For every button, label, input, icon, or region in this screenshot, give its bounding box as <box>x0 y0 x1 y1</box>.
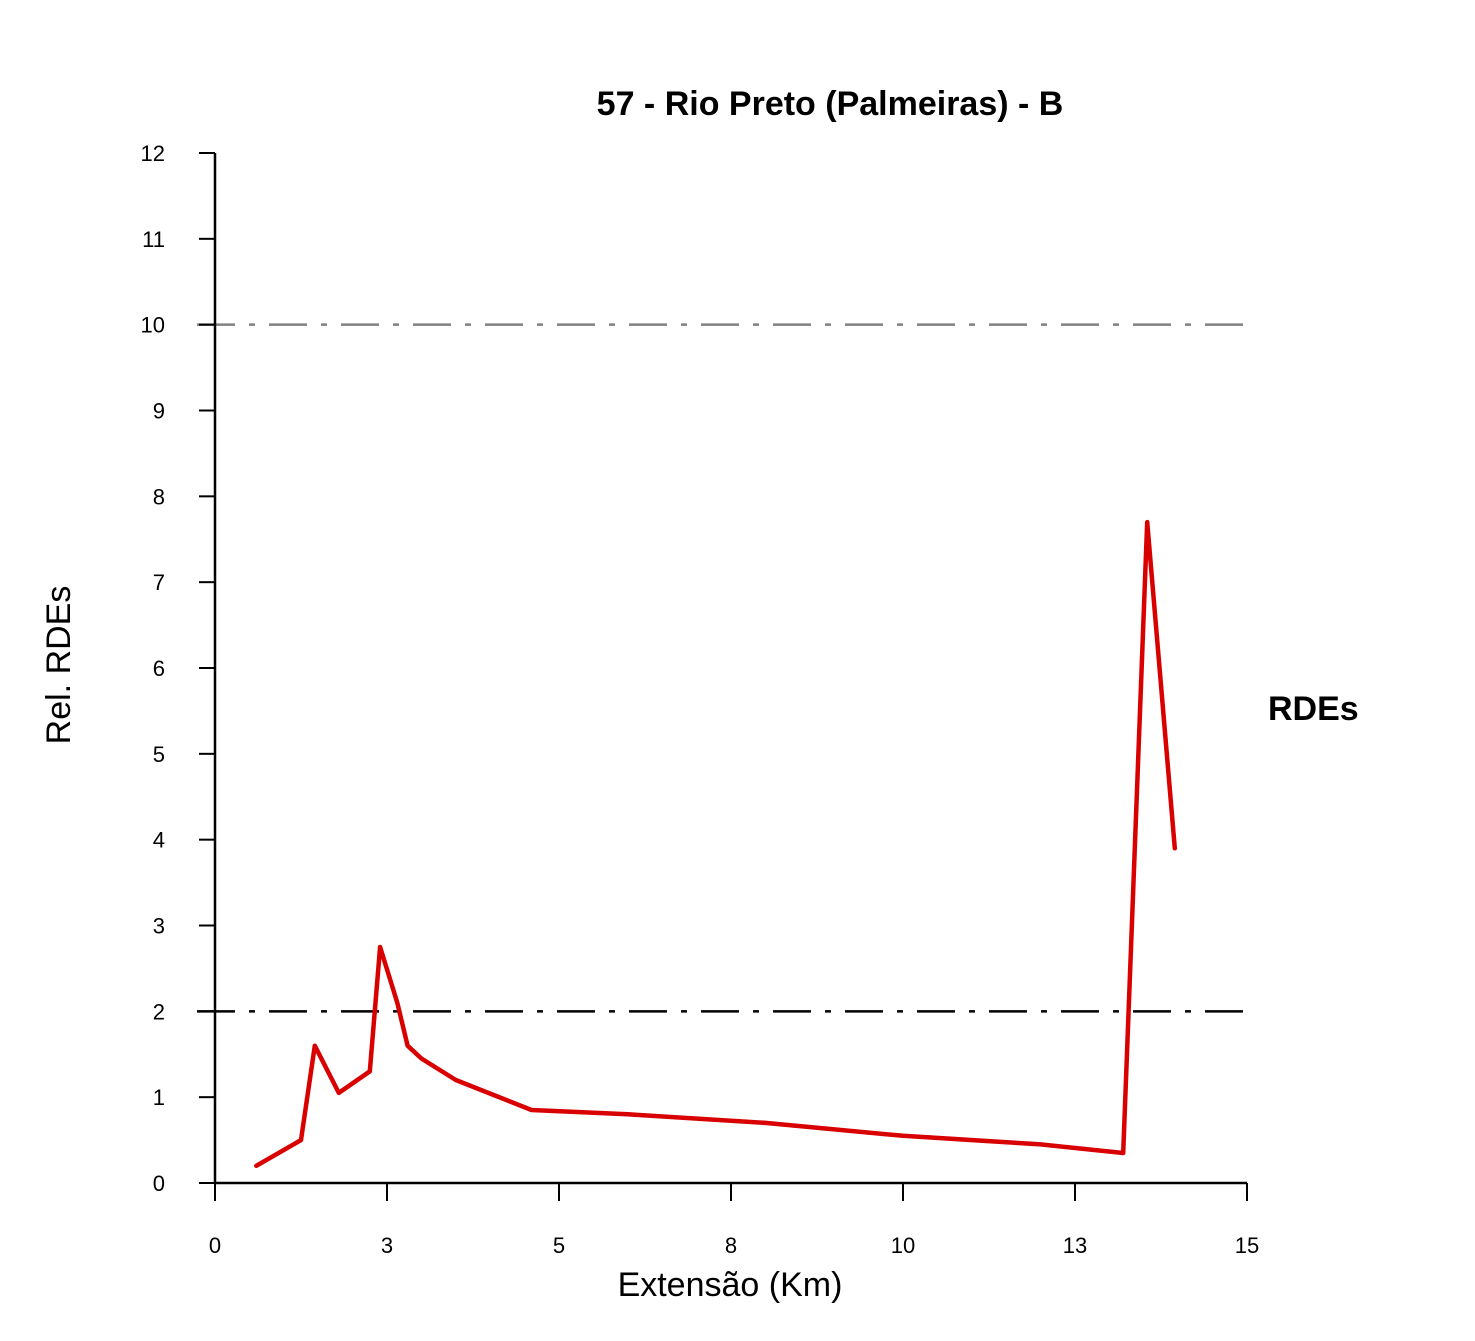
y-tick-label: 7 <box>153 570 165 595</box>
y-tick-label: 5 <box>153 742 165 767</box>
y-tick-label: 10 <box>141 313 165 338</box>
x-tick-label: 10 <box>891 1233 915 1258</box>
chart-title: 57 - Rio Preto (Palmeiras) - B <box>597 85 1064 123</box>
x-tick-label: 8 <box>725 1233 737 1258</box>
y-tick-label: 12 <box>141 141 165 166</box>
x-tick-label: 5 <box>553 1233 565 1258</box>
reference-lines <box>197 323 1247 1013</box>
series-line-0 <box>254 519 1178 1169</box>
axes <box>213 153 1247 1185</box>
y-tick-label: 6 <box>153 656 165 681</box>
y-tick-label: 2 <box>153 999 165 1024</box>
x-tick-label: 15 <box>1235 1233 1259 1258</box>
legend-series-name: RDEs <box>1268 690 1359 728</box>
series-group <box>254 519 1178 1169</box>
y-tick-label: 11 <box>142 227 165 252</box>
y-tick-label: 9 <box>153 399 165 424</box>
x-tick-label: 13 <box>1063 1233 1087 1258</box>
x-axis-ticks: 0 3 5 8 10 13 15 <box>209 1183 1259 1258</box>
y-axis-title: Rel. RDEs <box>40 586 78 745</box>
y-tick-label: 1 <box>153 1085 165 1110</box>
x-tick-label: 0 <box>209 1233 221 1258</box>
y-tick-label: 3 <box>153 914 165 939</box>
x-axis-title: Extensão (Km) <box>618 1266 843 1304</box>
y-tick-label: 8 <box>153 484 165 509</box>
y-tick-label: 0 <box>153 1171 165 1196</box>
y-tick-label: 4 <box>153 828 165 853</box>
x-tick-label: 3 <box>381 1233 393 1258</box>
